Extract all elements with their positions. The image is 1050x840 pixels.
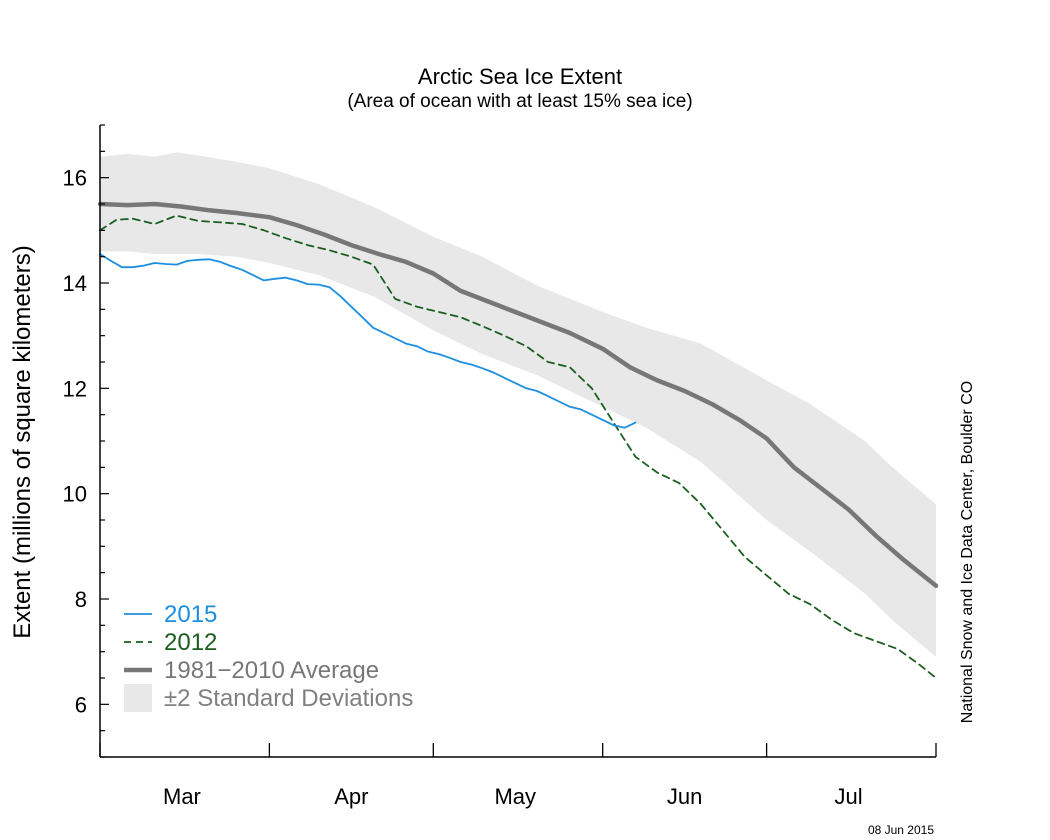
series-line-2012 <box>99 214 937 679</box>
plot-area <box>97 152 939 679</box>
y-tick-label: 16 <box>63 166 87 191</box>
y-axis-label: Extent (millions of square kilometers) <box>9 245 36 638</box>
series-line-1981-2010-average <box>97 201 939 589</box>
legend-label: 2012 <box>164 629 217 656</box>
x-tick-label: Jul <box>835 784 863 809</box>
x-tick-label: May <box>494 784 536 809</box>
y-tick-label: 10 <box>63 482 87 507</box>
date-stamp: 08 Jun 2015 <box>868 823 934 837</box>
series-line-2015 <box>99 253 637 429</box>
legend-swatch-band <box>124 684 152 712</box>
y-tick-label: 8 <box>75 587 87 612</box>
x-tick-label: Mar <box>163 784 201 809</box>
x-tick-label: Jun <box>667 784 702 809</box>
axes: 6 8 10 12 14 16 Mar Apr May Jun Jul <box>63 124 937 809</box>
x-tick-label: Apr <box>334 784 368 809</box>
y-tick-label: 12 <box>63 376 87 401</box>
chart-title: Arctic Sea Ice Extent <box>418 64 622 89</box>
std-dev-band <box>100 152 936 657</box>
y-tick-label: 14 <box>63 271 87 296</box>
y-tick-label: 6 <box>75 692 87 717</box>
chart-subtitle: (Area of ocean with at least 15% sea ice… <box>347 91 692 112</box>
legend-label: 1981−2010 Average <box>164 657 379 684</box>
legend-label: 2015 <box>164 601 217 628</box>
credit-text: National Snow and Ice Data Center, Bould… <box>959 381 976 723</box>
legend-label: ±2 Standard Deviations <box>164 685 413 712</box>
